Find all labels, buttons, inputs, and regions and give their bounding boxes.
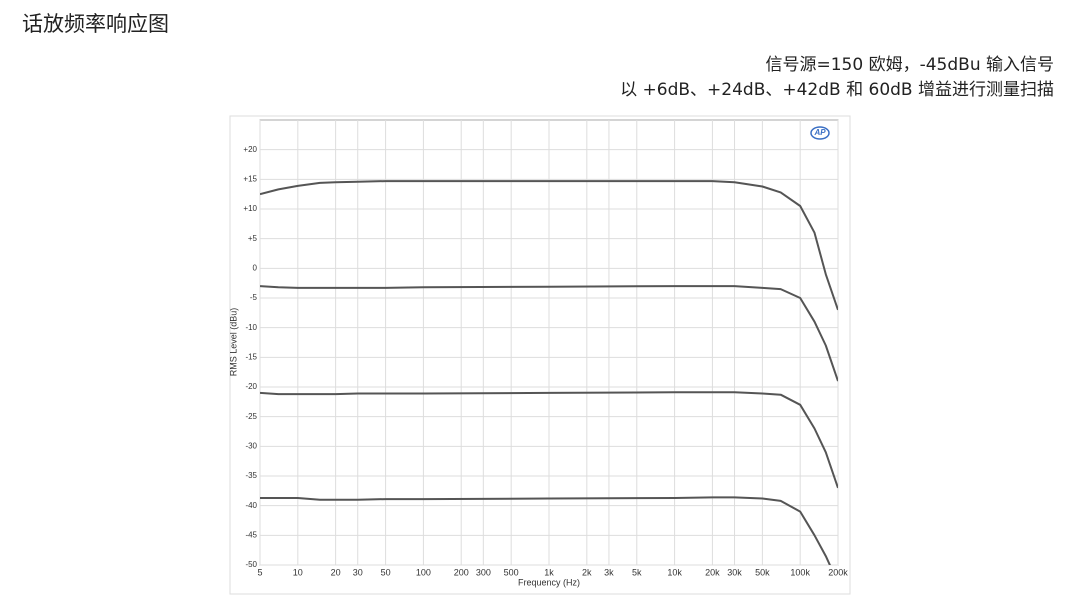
x-tick-label: 2k	[582, 567, 592, 577]
x-tick-label: 30	[353, 567, 363, 577]
series-line	[260, 391, 838, 489]
y-tick-label: -25	[245, 412, 257, 421]
x-tick-label: 3k	[604, 567, 614, 577]
x-tick-label: 300	[476, 567, 491, 577]
x-tick-label: 20	[331, 567, 341, 577]
x-tick-label: 1k	[544, 567, 554, 577]
logo-ring	[810, 126, 830, 140]
x-tick-label: 20k	[705, 567, 720, 577]
x-tick-label: 100	[416, 567, 431, 577]
x-tick-label: 100k	[790, 567, 810, 577]
y-tick-label: -20	[245, 382, 257, 391]
y-tick-label: +20	[243, 145, 257, 154]
page-title: 话放频率响应图	[22, 12, 169, 36]
y-axis-label: RMS Level (dBu)	[228, 308, 238, 377]
x-tick-label: 5	[257, 567, 262, 577]
x-tick-label: 50	[381, 567, 391, 577]
logo: AP	[813, 128, 826, 137]
x-tick-label: 10k	[667, 567, 682, 577]
x-tick-label: 5k	[632, 567, 642, 577]
y-tick-label: -40	[245, 501, 257, 510]
y-tick-label: -50	[245, 560, 257, 569]
series-line	[260, 496, 831, 565]
x-tick-label: 500	[504, 567, 519, 577]
x-tick-label: 10	[293, 567, 303, 577]
y-tick-label: -45	[245, 530, 257, 539]
subtitle: 信号源=150 欧姆，-45dBu 输入信号	[765, 55, 1055, 75]
y-tick-label: -30	[245, 441, 257, 450]
y-tick-label: -15	[245, 352, 257, 361]
y-tick-label: +10	[243, 204, 257, 213]
y-tick-label: -10	[245, 323, 257, 332]
x-axis-label: Frequency (Hz)	[518, 577, 580, 587]
series-line	[260, 285, 838, 382]
y-tick-label: -5	[250, 293, 258, 302]
x-tick-label: 200k	[828, 567, 848, 577]
y-tick-label: +5	[248, 234, 258, 243]
x-tick-label: 50k	[755, 567, 770, 577]
series-line	[260, 180, 838, 311]
x-tick-label: 30k	[727, 567, 742, 577]
subtitle: 以 +6dB、+24dB、+42dB 和 60dB 增益进行测量扫描	[620, 80, 1054, 100]
y-tick-label: 0	[253, 263, 258, 272]
y-tick-label: +15	[243, 174, 257, 183]
y-tick-label: -35	[245, 471, 257, 480]
x-tick-label: 200	[454, 567, 469, 577]
